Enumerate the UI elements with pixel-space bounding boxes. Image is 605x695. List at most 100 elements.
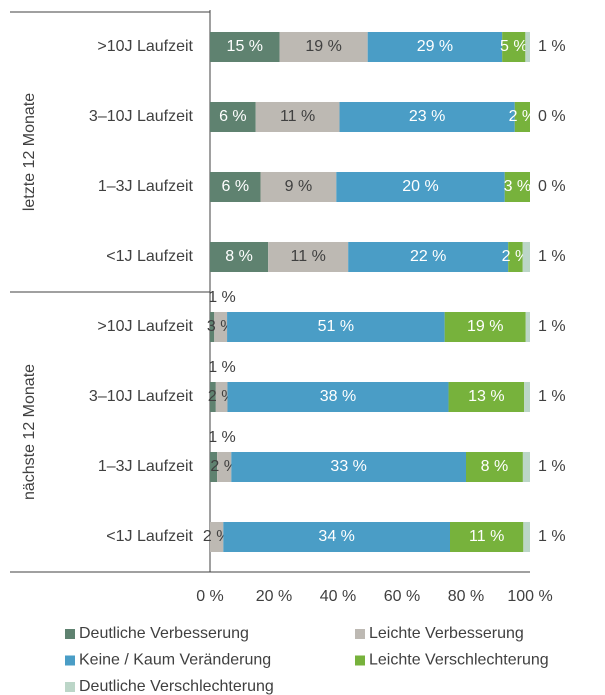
x-tick-label: 60 % xyxy=(384,588,420,605)
legend-swatch xyxy=(355,629,365,639)
data-label: 2 % xyxy=(509,108,537,125)
data-label: 51 % xyxy=(318,318,354,335)
y-tick-label: 3–10J Laufzeit xyxy=(89,388,194,405)
y-tick-label: <1J Laufzeit xyxy=(106,248,193,265)
bar-segment xyxy=(210,102,256,132)
bar-segment xyxy=(217,452,232,482)
bar-segment xyxy=(444,312,526,342)
data-label: 1 % xyxy=(208,289,236,306)
bar-segment xyxy=(279,32,368,62)
bar-segment xyxy=(522,452,530,482)
data-label: 19 % xyxy=(467,318,503,335)
bar-segment xyxy=(514,102,530,132)
bar-segment xyxy=(210,382,216,412)
data-label: 2 % xyxy=(502,248,530,265)
group-label: letzte 12 Monate xyxy=(21,93,38,211)
legend-swatch xyxy=(355,655,365,666)
y-tick-label: <1J Laufzeit xyxy=(106,528,193,545)
data-label: 11 % xyxy=(291,248,326,265)
data-label: 1 % xyxy=(538,248,566,265)
y-tick-label: >10J Laufzeit xyxy=(97,38,193,55)
legend-label: Deutliche Verbesserung xyxy=(79,625,249,642)
data-label: 6 % xyxy=(219,108,247,125)
bar-segment xyxy=(231,452,466,482)
data-label: 20 % xyxy=(402,178,438,195)
y-tick-label: 1–3J Laufzeit xyxy=(98,458,194,475)
data-label: 8 % xyxy=(225,248,253,265)
bar-segment xyxy=(223,522,450,552)
bar-segment xyxy=(210,172,261,202)
data-label: 3 % xyxy=(504,178,532,195)
data-label: 1 % xyxy=(538,458,566,475)
x-tick-label: 0 % xyxy=(196,588,224,605)
bar-segment xyxy=(525,32,530,62)
bar-segment xyxy=(215,382,228,412)
data-label: 1 % xyxy=(208,359,236,376)
data-label: 2 % xyxy=(210,458,238,475)
bar-segment xyxy=(339,102,515,132)
legend-swatch xyxy=(65,629,75,639)
data-label: 6 % xyxy=(221,178,249,195)
data-label: 1 % xyxy=(538,38,566,55)
x-tick-label: 100 % xyxy=(507,588,552,605)
legend-label: Leichte Verschlechterung xyxy=(369,652,549,669)
data-label: 11 % xyxy=(469,528,504,545)
x-tick-label: 20 % xyxy=(256,588,292,605)
data-label: 8 % xyxy=(481,458,509,475)
legend-swatch xyxy=(65,682,75,692)
data-label: 23 % xyxy=(409,108,445,125)
bar-segment xyxy=(502,32,526,62)
data-label: 34 % xyxy=(318,528,354,545)
bar-segment xyxy=(260,172,337,202)
bar-segment xyxy=(504,172,530,202)
bar-segment xyxy=(450,522,524,552)
bar-segment xyxy=(255,102,340,132)
data-label: 1 % xyxy=(538,528,566,545)
bar-segment xyxy=(210,242,269,272)
bar-segment xyxy=(523,522,530,552)
y-tick-label: 3–10J Laufzeit xyxy=(89,108,194,125)
x-tick-label: 80 % xyxy=(448,588,484,605)
bar-segment xyxy=(210,312,215,342)
bar-segment xyxy=(466,452,523,482)
data-label: 38 % xyxy=(320,388,356,405)
data-label: 29 % xyxy=(417,38,453,55)
data-label: 22 % xyxy=(410,248,446,265)
bar-segment xyxy=(210,522,224,552)
bar-segment xyxy=(524,382,530,412)
data-label: 1 % xyxy=(538,318,566,335)
data-label: 13 % xyxy=(468,388,504,405)
bar-segment xyxy=(227,312,445,342)
y-tick-label: 1–3J Laufzeit xyxy=(98,178,194,195)
bar-segment xyxy=(348,242,509,272)
y-tick-label: >10J Laufzeit xyxy=(97,318,193,335)
bar-segment xyxy=(525,312,530,342)
group-label: nächste 12 Monate xyxy=(21,364,38,500)
legend-label: Leichte Verbesserung xyxy=(369,625,524,642)
data-label: 33 % xyxy=(330,458,366,475)
bar-segment xyxy=(336,172,505,202)
x-tick-label: 40 % xyxy=(320,588,356,605)
data-label: 0 % xyxy=(538,108,566,125)
data-label: 9 % xyxy=(285,178,313,195)
data-label: 5 % xyxy=(500,38,528,55)
legend-swatch xyxy=(65,655,75,666)
bar-segment xyxy=(210,32,280,62)
data-label: 1 % xyxy=(538,388,566,405)
bar-segment xyxy=(214,312,228,342)
bar-segment xyxy=(210,452,218,482)
data-label: 15 % xyxy=(227,38,263,55)
data-label: 19 % xyxy=(305,38,341,55)
bar-segment xyxy=(448,382,525,412)
legend-label: Keine / Kaum Veränderung xyxy=(79,652,271,669)
legend-label: Deutliche Verschlechterung xyxy=(79,678,274,695)
bar-segment xyxy=(268,242,349,272)
data-label: 0 % xyxy=(538,178,566,195)
bar-segment xyxy=(227,382,449,412)
data-label: 11 % xyxy=(280,108,315,125)
data-label: 1 % xyxy=(208,429,236,446)
bar-segment xyxy=(522,242,530,272)
bar-segment xyxy=(508,242,523,272)
bar-segment xyxy=(367,32,503,62)
